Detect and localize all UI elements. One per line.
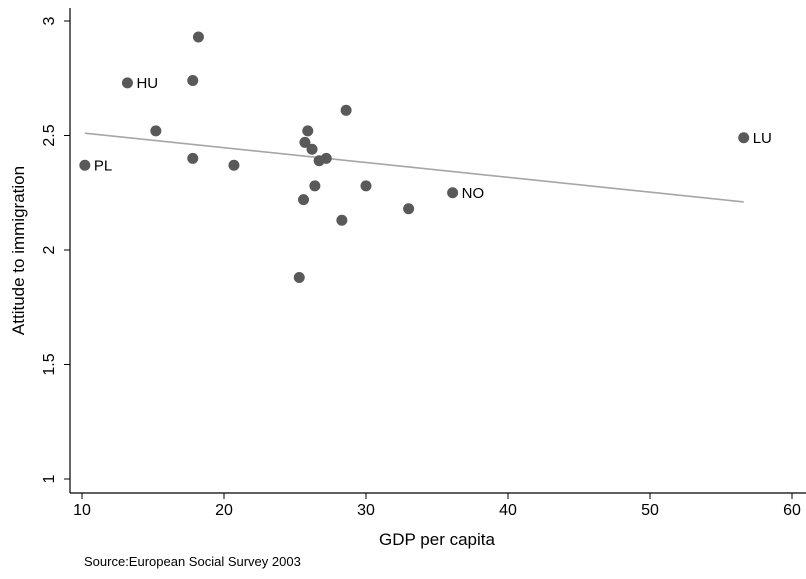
data-point [738,132,750,144]
data-point [340,104,352,116]
x-tick-label: 30 [357,502,375,519]
source-note: Source:European Social Survey 2003 [84,554,301,569]
data-point [187,152,199,164]
y-tick-label: 1 [41,474,58,483]
data-point [121,77,133,89]
x-axis-title: GDP per capita [379,530,495,549]
y-tick-label: 2.5 [41,124,58,146]
data-point [299,136,311,148]
data-point [192,31,204,43]
data-point [79,159,91,171]
x-tick-label: 20 [215,502,233,519]
point-label: PL [94,157,112,174]
data-points: PL HU NO LU [79,31,772,283]
x-tick-label: 10 [73,502,91,519]
data-point [150,125,162,137]
data-point [309,180,321,192]
data-point [228,159,240,171]
x-tick-label: 60 [783,502,801,519]
y-tick-label: 3 [41,16,58,25]
data-point [298,194,310,206]
data-point [306,143,318,155]
data-point [302,125,314,137]
data-point [403,203,415,215]
data-point [336,214,348,226]
point-label: NO [462,185,485,202]
point-label: LU [753,130,772,147]
y-tick-label: 2 [41,245,58,254]
data-point [360,180,372,192]
data-point [447,187,459,199]
fit-line [84,132,744,203]
point-label: HU [136,75,158,92]
y-axis-title: Attitude to immigration [9,166,28,335]
x-tick-label: 40 [499,502,517,519]
axes: 10 20 30 40 50 60 1 1.5 2 2.5 3 [41,8,806,519]
data-point [187,75,199,87]
data-point [320,152,332,164]
x-tick-label: 50 [641,502,659,519]
y-tick-label: 1.5 [41,353,58,375]
data-point [293,271,305,283]
